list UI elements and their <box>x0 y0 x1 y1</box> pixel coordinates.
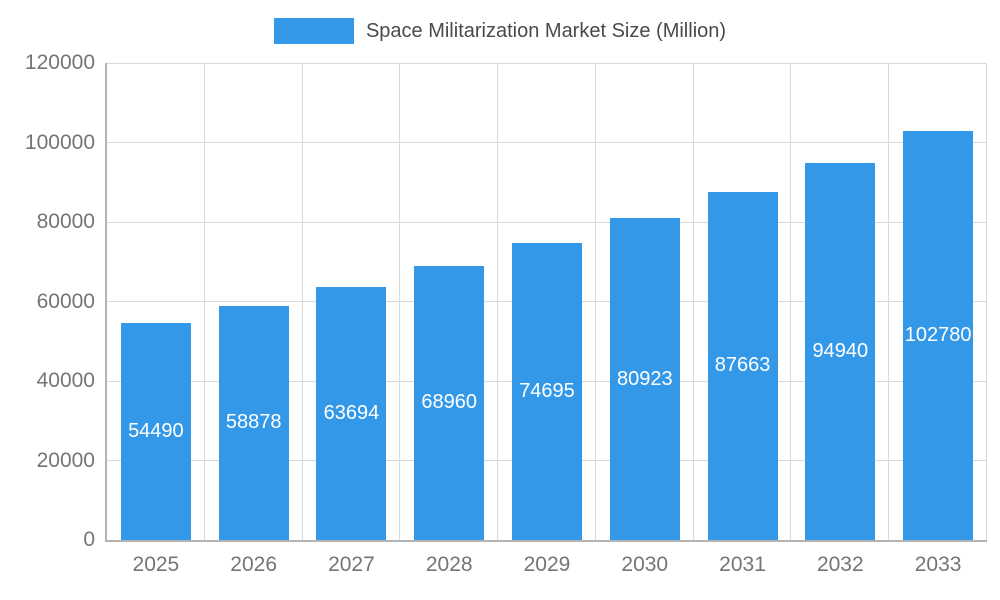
bar: 102780 <box>903 131 974 540</box>
gridline-vertical <box>594 63 596 540</box>
bar: 74695 <box>512 243 582 540</box>
bar-value-label: 102780 <box>904 324 972 347</box>
y-axis: 0 20000 40000 60000 80000 100000 120000 <box>0 51 95 551</box>
bar: 87663 <box>707 191 778 540</box>
y-tick-label: 60000 <box>36 289 95 313</box>
y-tick-label: 100000 <box>24 130 95 154</box>
gridline-vertical <box>986 63 987 540</box>
bar-value-label: 58878 <box>225 411 282 434</box>
bar-value-label: 68960 <box>421 391 478 414</box>
x-axis: 2025 2026 2027 2028 2029 2030 2031 2032 2033 <box>107 552 987 582</box>
x-tick-label: 2032 <box>816 553 864 576</box>
gridline-vertical <box>790 63 792 540</box>
plot-area: 54490 58878 63694 68960 74695 80923 87663 94940… <box>105 62 987 542</box>
bar-value-label: 94940 <box>812 339 869 362</box>
bar-value-label: 87663 <box>714 354 771 377</box>
gridline-vertical <box>203 63 205 540</box>
y-tick-label: 80000 <box>36 210 95 233</box>
bar: 63694 <box>316 286 387 540</box>
gridline-vertical <box>301 63 303 540</box>
legend-swatch <box>273 18 354 44</box>
bar-value-label: 63694 <box>323 401 380 424</box>
x-tick-label: 2031 <box>719 553 766 576</box>
bar: 80923 <box>609 218 680 540</box>
x-tick-label: 2029 <box>523 553 571 576</box>
y-tick-label: 40000 <box>36 369 95 392</box>
gridline-vertical <box>888 63 890 540</box>
bar-value-label: 74695 <box>519 380 575 403</box>
x-tick-label: 2025 <box>132 553 180 576</box>
legend: Space Militarization Market Size (Millio… <box>0 16 1000 46</box>
gridline-horizontal <box>107 142 987 143</box>
bar: 58878 <box>218 305 289 540</box>
x-tick-label: 2027 <box>328 553 375 576</box>
y-tick-label: 120000 <box>24 51 95 74</box>
gridline-horizontal <box>107 62 987 64</box>
y-tick-label: 20000 <box>36 448 95 472</box>
x-tick-label: 2033 <box>914 553 962 576</box>
gridline-horizontal <box>107 221 987 223</box>
gridline-vertical <box>692 63 694 540</box>
x-tick-label: 2028 <box>425 553 473 576</box>
x-tick-label: 2030 <box>621 553 669 576</box>
y-tick-label: 0 <box>83 528 95 551</box>
gridline-vertical <box>399 63 401 540</box>
x-tick-label: 2026 <box>230 553 277 576</box>
legend-label: Space Militarization Market Size (Millio… <box>365 19 727 42</box>
gridline-vertical <box>497 63 499 540</box>
bar-value-label: 80923 <box>616 367 673 390</box>
bar: 94940 <box>805 162 876 540</box>
bar-value-label: 54490 <box>128 420 184 443</box>
bar: 54490 <box>120 323 191 540</box>
bar: 68960 <box>414 265 485 540</box>
